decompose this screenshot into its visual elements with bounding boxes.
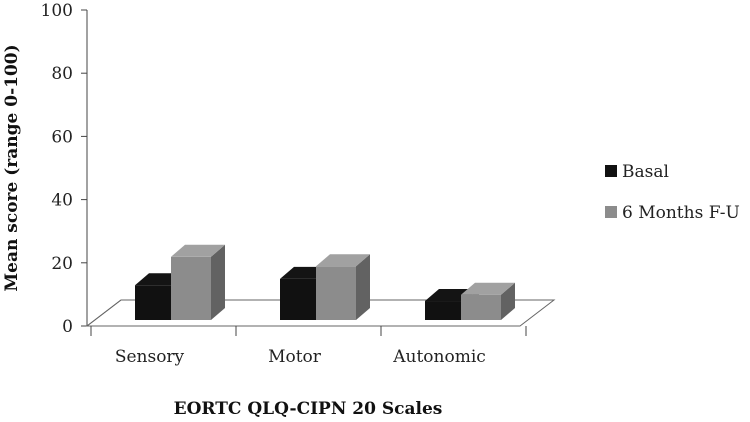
x-tick-label: Autonomic xyxy=(392,347,486,367)
legend-swatch xyxy=(605,165,617,177)
bar-6-months-f-u-sensory xyxy=(171,244,225,320)
y-tick-label: 0 xyxy=(62,317,73,337)
y-tick-label: 60 xyxy=(51,127,73,147)
bar-side xyxy=(501,282,515,320)
x-axis-title: EORTC QLQ-CIPN 20 Scales xyxy=(174,399,443,419)
bar-top xyxy=(461,282,515,295)
legend-swatch xyxy=(605,206,617,218)
bars xyxy=(135,244,515,320)
y-tick-label: 40 xyxy=(51,191,73,211)
bar-front xyxy=(135,285,175,320)
labels: 0 20 40 60 80 100 Sensory Motor Autonomic EORTC Q… xyxy=(2,1,486,419)
legend-label: Basal xyxy=(622,162,669,182)
bar-6-months-f-u-autonomic xyxy=(461,282,515,320)
bar-front xyxy=(461,294,501,320)
legend-item: Basal xyxy=(605,162,669,182)
bar-side xyxy=(356,254,370,320)
bar-top xyxy=(171,244,225,257)
legend-item: 6 Months F-U xyxy=(605,203,740,223)
y-tick-label: 80 xyxy=(51,64,73,84)
bar-top xyxy=(316,254,370,267)
legend: Basal 6 Months F-U xyxy=(605,162,740,223)
x-tick-label: Motor xyxy=(268,347,322,367)
bar-front xyxy=(425,301,465,320)
bar-6-months-f-u-motor xyxy=(316,254,370,320)
legend-label: 6 Months F-U xyxy=(622,203,740,223)
y-axis-title: Mean score (range 0-100) xyxy=(2,44,22,291)
floor-depth-line xyxy=(86,299,122,327)
y-tick-label: 20 xyxy=(51,254,73,274)
x-tick-label: Sensory xyxy=(115,347,185,367)
bar-front xyxy=(316,266,356,320)
bar-front xyxy=(280,278,320,320)
bar-front xyxy=(171,256,211,320)
y-tick-label: 100 xyxy=(41,1,73,21)
bar-side xyxy=(211,244,225,320)
